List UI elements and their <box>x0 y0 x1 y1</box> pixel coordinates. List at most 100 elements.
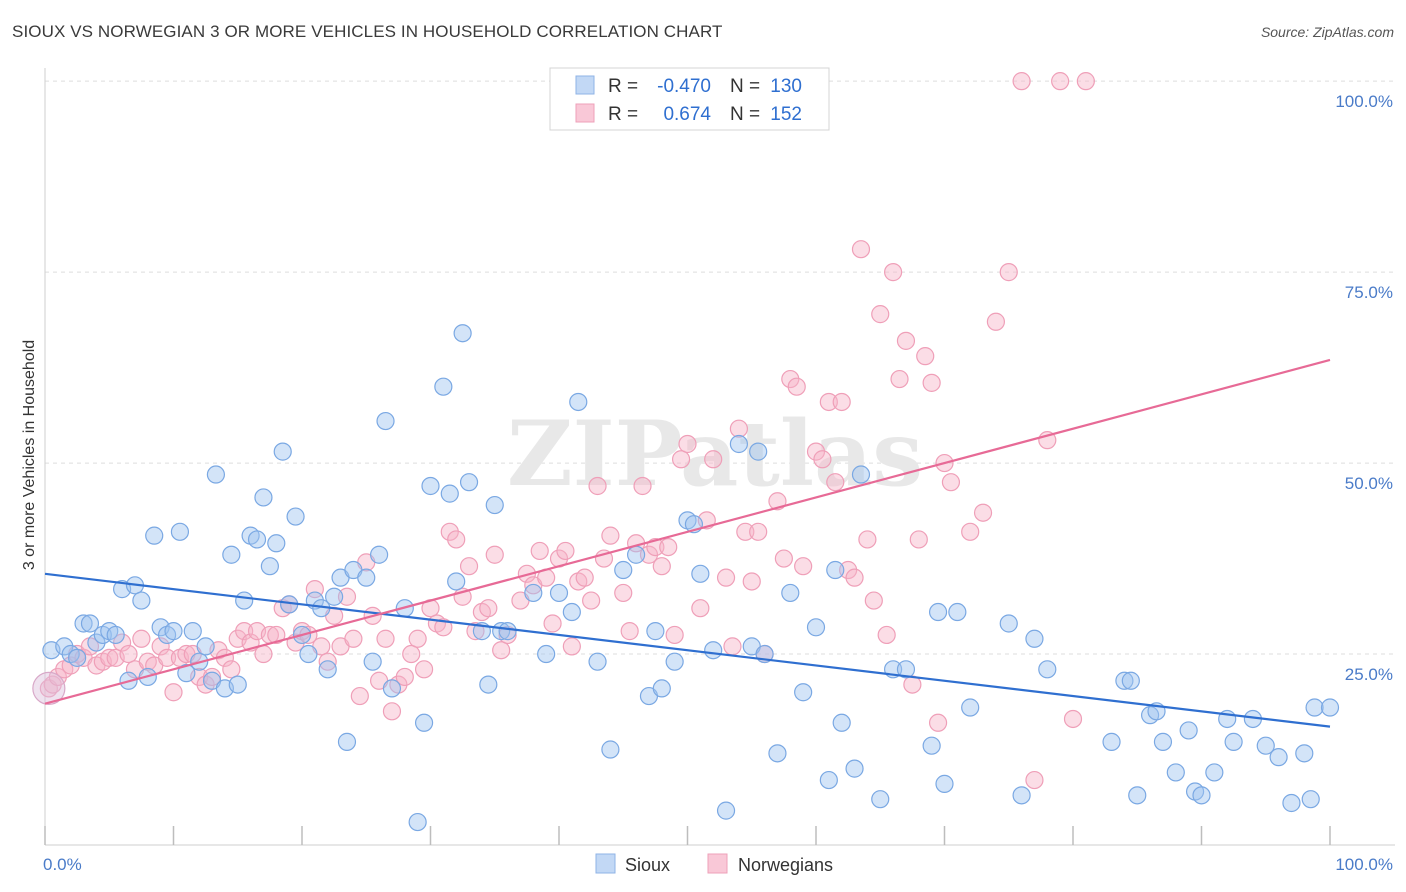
point-norwegians-131 <box>916 347 935 366</box>
point-sioux-49 <box>370 545 389 564</box>
point-sioux-99 <box>896 660 916 679</box>
point-sioux-73 <box>614 560 633 580</box>
point-sioux-55 <box>421 476 440 496</box>
correlation-legend: R = -0.470 N = 130 R = 0.674 N = 152 <box>549 67 830 131</box>
point-sioux-78 <box>665 652 684 671</box>
y-tick-label-100: 100.0% <box>1335 92 1393 111</box>
point-sioux-93 <box>826 560 845 580</box>
point-sioux-53 <box>408 812 427 832</box>
point-sioux-77 <box>652 679 671 698</box>
series-legend: Sioux Norwegians <box>595 853 833 875</box>
point-sioux-92 <box>819 770 838 790</box>
point-norwegians-83 <box>575 568 594 587</box>
point-norwegians-124 <box>871 305 890 324</box>
point-norwegians-15 <box>132 629 151 648</box>
point-sioux-18 <box>164 622 183 641</box>
point-sioux-95 <box>845 759 864 778</box>
bottom-legend-label-sioux: Sioux <box>625 855 670 875</box>
point-norwegians-93 <box>646 537 665 557</box>
point-sioux-6 <box>87 633 106 652</box>
point-sioux-111 <box>1121 671 1140 690</box>
point-sioux-21 <box>183 622 202 641</box>
legend-r-value-norwegians: 0.674 <box>663 104 711 125</box>
point-norwegians-87 <box>601 526 620 545</box>
point-norwegians-67 <box>466 622 485 641</box>
point-sioux-66 <box>524 583 543 603</box>
chart-source: Source: ZipAtlas.com <box>1260 24 1394 40</box>
point-sioux-107 <box>1025 629 1044 648</box>
point-norwegians-85 <box>588 476 607 496</box>
point-norwegians-58 <box>408 629 427 648</box>
point-sioux-86 <box>749 442 768 461</box>
point-sioux-108 <box>1038 660 1057 679</box>
point-sioux-29 <box>235 591 254 610</box>
point-norwegians-140 <box>1012 72 1031 91</box>
point-sioux-110 <box>1115 671 1134 690</box>
point-sioux-122 <box>1224 732 1243 751</box>
point-sioux-50 <box>376 411 395 431</box>
point-sioux-31 <box>247 530 267 549</box>
point-sioux-91 <box>806 618 826 637</box>
trendline-sioux <box>44 572 1331 728</box>
point-sioux-35 <box>273 442 292 461</box>
bottom-legend-swatch-norwegians <box>707 853 728 874</box>
point-norwegians-115 <box>813 450 832 469</box>
point-sioux-70 <box>569 392 588 412</box>
point-norwegians-130 <box>909 530 928 549</box>
point-norwegians-141 <box>1025 770 1044 790</box>
point-norwegians-19 <box>157 648 177 667</box>
point-norwegians-125 <box>877 625 896 645</box>
point-sioux-3 <box>68 648 87 667</box>
point-norwegians-57 <box>402 644 421 664</box>
point-norwegians-36 <box>267 625 286 645</box>
point-sioux-51 <box>382 679 402 698</box>
point-norwegians-53 <box>376 629 395 648</box>
point-norwegians-102 <box>716 568 736 587</box>
point-norwegians-96 <box>665 625 684 645</box>
point-norwegians-80 <box>556 541 575 561</box>
point-norwegians-133 <box>928 713 948 732</box>
point-sioux-81 <box>691 564 710 583</box>
point-sioux-82 <box>704 641 723 660</box>
legend-r-value-sioux: -0.470 <box>657 76 711 97</box>
point-norwegians-107 <box>749 522 768 541</box>
y-tick-label-50: 50.0% <box>1345 474 1393 493</box>
point-norwegians-62 <box>434 618 453 637</box>
point-norwegians-118 <box>832 392 851 412</box>
point-sioux-130 <box>1320 698 1340 717</box>
x-tick-label-0: 0.0% <box>43 855 82 874</box>
point-sioux-83 <box>716 801 736 820</box>
point-sioux-42 <box>318 660 337 679</box>
point-norwegians-123 <box>864 591 883 610</box>
tick-labels: 25.0% 50.0% 75.0% 100.0% 0.0% 100.0% <box>43 92 1393 874</box>
legend-n-value-norwegians: 152 <box>770 104 802 125</box>
point-sioux-105 <box>999 614 1018 633</box>
point-norwegians-121 <box>851 240 871 259</box>
point-norwegians-70 <box>485 545 504 564</box>
point-sioux-1 <box>55 637 74 656</box>
grid-lines <box>45 80 1395 655</box>
point-sioux-96 <box>851 465 871 484</box>
point-sioux-117 <box>1179 721 1198 740</box>
chart-title: SIOUX VS NORWEGIAN 3 OR MORE VEHICLES IN… <box>12 22 723 41</box>
point-sioux-89 <box>781 583 800 603</box>
point-sioux-60 <box>459 473 479 492</box>
point-sioux-119 <box>1192 786 1211 805</box>
point-norwegians-99 <box>691 599 710 618</box>
point-norwegians-13 <box>119 644 138 664</box>
point-sioux-69 <box>562 602 581 622</box>
point-sioux-56 <box>434 377 453 396</box>
point-sioux-115 <box>1153 732 1173 751</box>
point-norwegians-114 <box>806 442 826 461</box>
bottom-legend-swatch-sioux <box>595 853 616 874</box>
point-sioux-33 <box>260 557 279 576</box>
legend-n-label-2: N = <box>730 104 760 125</box>
point-norwegians-144 <box>1063 709 1083 729</box>
legend-r-label-2: R = <box>608 104 638 125</box>
point-norwegians-54 <box>382 702 402 721</box>
point-norwegians-34 <box>254 644 273 664</box>
point-cluster-origin <box>32 671 66 706</box>
point-norwegians-145 <box>1076 72 1095 91</box>
point-sioux-32 <box>254 488 273 507</box>
